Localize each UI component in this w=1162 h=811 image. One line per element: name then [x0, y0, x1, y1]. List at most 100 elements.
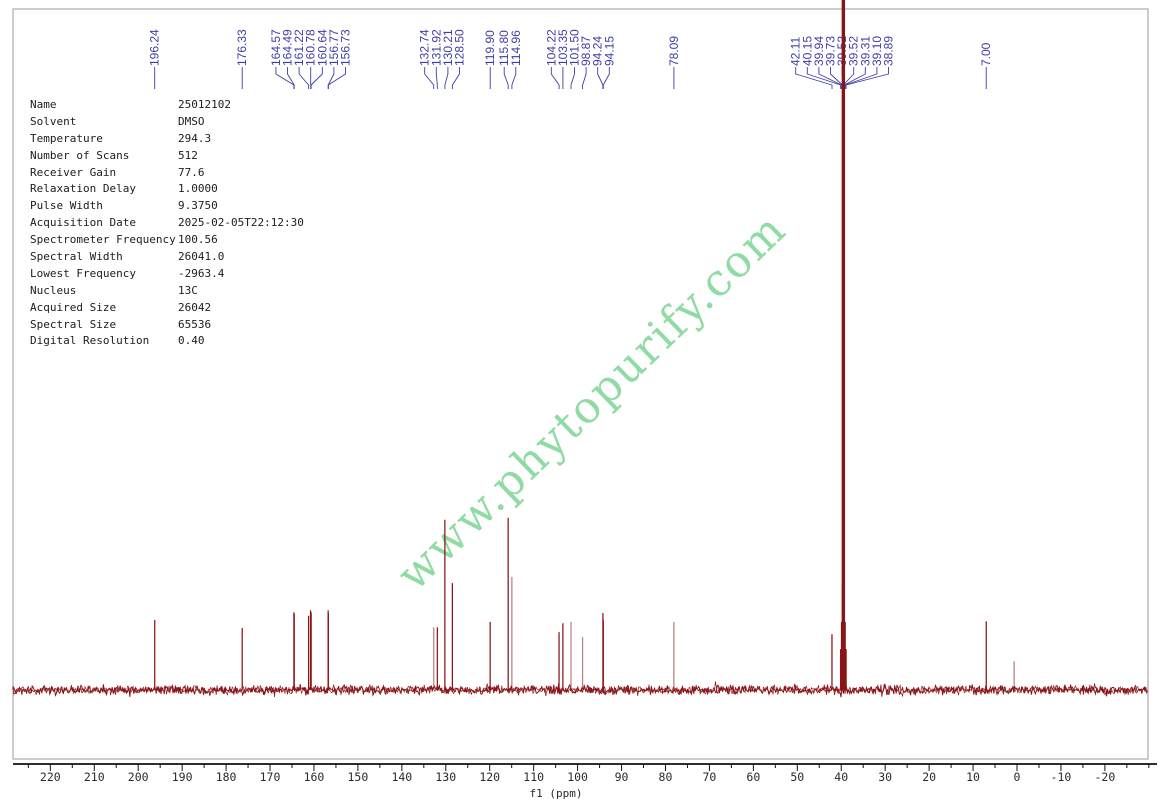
parameter-label: Spectral Size: [30, 317, 117, 331]
parameter-row: Nucleus 13C: [30, 283, 304, 300]
parameter-row: Relaxation Delay 1.0000: [30, 181, 304, 198]
svg-text:20: 20: [922, 770, 936, 784]
parameter-value: 13C: [178, 283, 198, 297]
svg-text:156.77: 156.77: [327, 29, 341, 66]
svg-text:180: 180: [216, 770, 237, 784]
parameter-value: 294.3: [178, 131, 212, 145]
parameter-label: Temperature: [30, 131, 103, 145]
svg-text:10: 10: [966, 770, 980, 784]
parameter-label: Lowest Frequency: [30, 266, 136, 280]
parameter-label: Solvent: [30, 114, 77, 128]
svg-text:39.94: 39.94: [812, 36, 826, 66]
svg-text:130.21: 130.21: [441, 29, 455, 66]
svg-text:7.00: 7.00: [979, 42, 993, 66]
svg-text:104.22: 104.22: [544, 29, 558, 66]
svg-text:39.52: 39.52: [847, 36, 861, 66]
parameter-row: Number of Scans 512: [30, 148, 304, 165]
parameter-value: 26041.0: [178, 250, 225, 264]
svg-text:80: 80: [659, 770, 673, 784]
svg-text:210: 210: [84, 770, 105, 784]
svg-text:190: 190: [172, 770, 193, 784]
svg-text:40.15: 40.15: [800, 36, 814, 66]
svg-text:42.11: 42.11: [789, 37, 803, 66]
parameter-row: Pulse Width 9.3750: [30, 198, 304, 215]
svg-text:101.50: 101.50: [568, 29, 582, 66]
parameter-value: DMSO: [178, 114, 205, 128]
parameter-value: 65536: [178, 317, 212, 331]
spectrum-peaks: [154, 517, 1015, 690]
x-axis-tick-labels: 220 210 200 190 180 170 160 150 140 130 120 110 100 9…: [40, 770, 1115, 784]
svg-text:150: 150: [348, 770, 369, 784]
svg-text:103.35: 103.35: [556, 29, 570, 66]
svg-text:164.49: 164.49: [281, 29, 295, 66]
parameter-label: Relaxation Delay: [30, 182, 136, 196]
parameter-row: Solvent DMSO: [30, 114, 304, 131]
svg-text:128.50: 128.50: [453, 29, 467, 66]
parameter-row: Acquired Size 26042: [30, 300, 304, 317]
parameter-row: Name 25012102: [30, 97, 304, 114]
svg-text:160.78: 160.78: [304, 29, 318, 66]
parameter-value: 512: [178, 148, 198, 162]
parameter-value: 25012102: [178, 98, 231, 111]
x-axis: f1 (ppm): [13, 763, 1157, 800]
svg-text:164.57: 164.57: [269, 29, 283, 66]
svg-text:160.64: 160.64: [315, 29, 329, 66]
peak-labels: 196.24 176.33 164.57164.49161.22160.78160.…: [148, 29, 994, 66]
svg-text:160: 160: [304, 770, 325, 784]
svg-text:115.80: 115.80: [497, 30, 511, 66]
svg-text:100: 100: [567, 770, 588, 784]
parameter-table: Name 25012102 Solvent DMSO Temperature 294.3 N…: [30, 97, 304, 350]
parameter-label: Number of Scans: [30, 148, 130, 162]
x-axis-title: f1 (ppm): [530, 787, 583, 800]
svg-text:38.89: 38.89: [882, 36, 896, 66]
svg-text:-20: -20: [1094, 770, 1115, 784]
svg-text:50: 50: [790, 770, 804, 784]
parameter-row: Spectral Width 26041.0: [30, 249, 304, 266]
parameter-row: Receiver Gain 77.6: [30, 165, 304, 182]
parameter-value: 2025-02-05T22:12:30: [178, 216, 304, 230]
svg-text:39.10: 39.10: [870, 36, 884, 66]
svg-text:60: 60: [746, 770, 760, 784]
svg-text:176.33: 176.33: [235, 29, 249, 66]
svg-text:156.73: 156.73: [339, 29, 353, 66]
parameter-value: 100.56: [178, 233, 218, 247]
parameter-label: Name: [30, 98, 57, 111]
parameter-row: Lowest Frequency -2963.4: [30, 266, 304, 283]
svg-text:98.87: 98.87: [579, 36, 593, 66]
svg-text:78.09: 78.09: [667, 36, 681, 66]
parameter-row: Digital Resolution 0.40: [30, 333, 304, 350]
svg-text:119.90: 119.90: [483, 30, 497, 66]
svg-text:114.96: 114.96: [509, 30, 523, 66]
svg-text:220: 220: [40, 770, 61, 784]
svg-text:39.73: 39.73: [824, 36, 838, 66]
baseline-noise: [12, 681, 1148, 698]
parameter-value: 9.3750: [178, 199, 218, 213]
svg-text:131.92: 131.92: [429, 29, 443, 66]
parameter-label: Acquisition Date: [30, 216, 136, 230]
parameter-label: Nucleus: [30, 283, 77, 297]
parameter-row: Spectral Size 65536: [30, 317, 304, 334]
svg-text:132.74: 132.74: [418, 29, 432, 66]
svg-text:200: 200: [128, 770, 149, 784]
svg-text:90: 90: [615, 770, 629, 784]
parameter-row: Acquisition Date 2025-02-05T22:12:30: [30, 215, 304, 232]
plot-frame: [12, 8, 1149, 760]
svg-text:0: 0: [1014, 770, 1021, 784]
parameter-label: Spectral Width: [30, 250, 123, 264]
parameter-value: 26042: [178, 300, 212, 314]
parameter-label: Pulse Width: [30, 199, 103, 213]
svg-text:40: 40: [834, 770, 848, 784]
parameter-value: 1.0000: [178, 182, 218, 196]
svg-text:130: 130: [435, 770, 456, 784]
svg-text:39.31: 39.31: [858, 36, 872, 66]
svg-text:94.15: 94.15: [602, 36, 616, 66]
svg-text:161.22: 161.22: [292, 29, 306, 66]
parameter-label: Digital Resolution: [30, 334, 150, 348]
svg-text:94.24: 94.24: [591, 36, 605, 66]
peak-leader-lines: [154, 67, 987, 89]
svg-text:196.24: 196.24: [148, 29, 162, 66]
parameter-label: Receiver Gain: [30, 165, 117, 179]
parameter-value: 0.40: [178, 334, 205, 348]
